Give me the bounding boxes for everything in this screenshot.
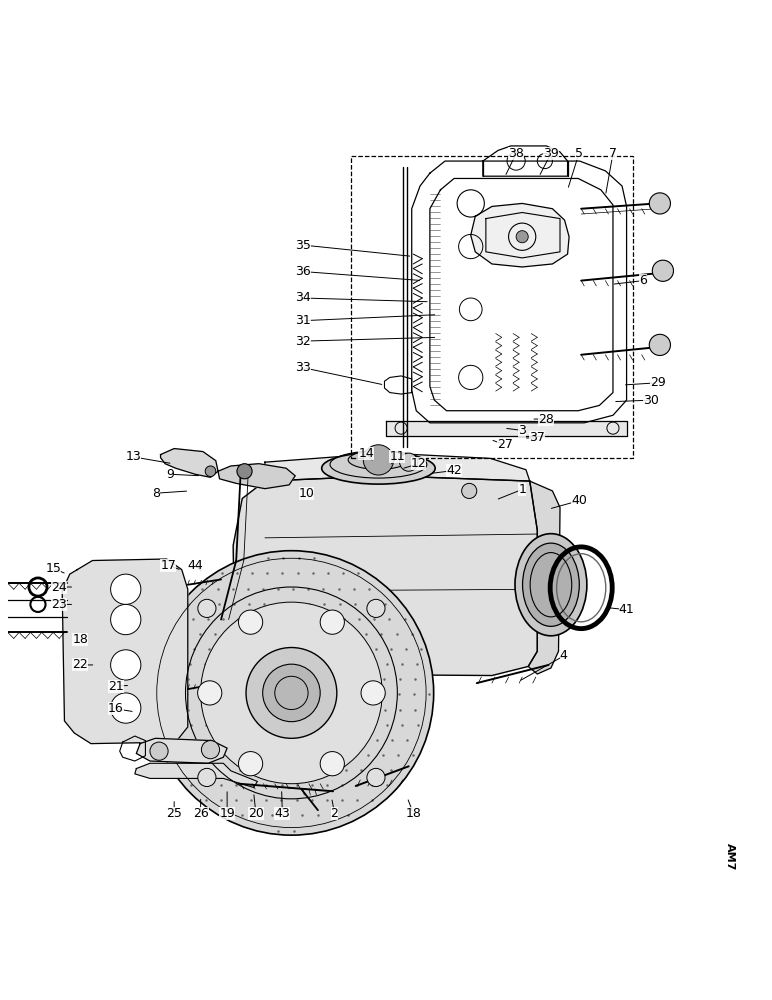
Polygon shape [386,421,627,436]
Polygon shape [265,453,530,481]
Text: 3: 3 [518,424,527,437]
Circle shape [110,604,141,635]
Circle shape [462,483,477,498]
Text: 34: 34 [295,291,310,304]
Text: 33: 33 [295,361,310,374]
Circle shape [198,681,222,705]
Text: 8: 8 [152,487,160,500]
Circle shape [367,768,385,787]
Text: 22: 22 [73,658,88,671]
Polygon shape [218,464,295,489]
Text: 15: 15 [46,562,61,575]
Text: 43: 43 [275,807,290,820]
Ellipse shape [523,543,579,626]
Text: 13: 13 [125,450,141,463]
Polygon shape [528,481,560,674]
Circle shape [239,610,262,634]
Text: 23: 23 [51,598,67,611]
Text: 40: 40 [571,494,587,507]
Circle shape [149,551,434,835]
Text: 29: 29 [651,376,666,389]
Text: 20: 20 [248,807,264,820]
Circle shape [201,741,219,759]
Text: 41: 41 [618,603,635,616]
Text: 10: 10 [299,487,314,500]
Circle shape [364,445,394,475]
Circle shape [201,602,382,784]
Polygon shape [471,203,569,267]
Text: 5: 5 [575,147,583,160]
Circle shape [198,599,216,617]
Text: 18: 18 [405,807,422,820]
Text: 39: 39 [543,147,559,160]
Text: 7: 7 [609,147,617,160]
Circle shape [361,681,385,705]
Text: 2: 2 [330,807,338,820]
Circle shape [110,574,141,604]
Circle shape [239,752,262,776]
Circle shape [649,334,670,355]
Polygon shape [137,738,227,763]
Text: 21: 21 [108,680,124,693]
Circle shape [400,453,418,471]
Polygon shape [233,476,537,676]
Text: 28: 28 [538,413,554,426]
Text: 31: 31 [295,314,310,327]
Text: 25: 25 [166,807,182,820]
Circle shape [237,464,252,479]
Circle shape [367,599,385,617]
Text: 14: 14 [358,447,374,460]
Text: 4: 4 [560,649,567,662]
Polygon shape [63,559,188,744]
Circle shape [110,650,141,680]
Text: 37: 37 [530,431,545,444]
Circle shape [320,752,344,776]
Text: 27: 27 [497,438,513,451]
Circle shape [246,648,337,738]
Text: 30: 30 [643,394,659,407]
Circle shape [150,742,168,760]
Text: 36: 36 [295,265,310,278]
Text: 16: 16 [108,702,124,715]
Text: 6: 6 [639,274,647,287]
Text: 32: 32 [295,335,310,348]
Circle shape [262,664,320,722]
Text: 1: 1 [518,483,527,496]
Text: 12: 12 [411,457,426,470]
Text: 18: 18 [73,633,88,646]
Text: 17: 17 [160,559,176,572]
Circle shape [198,768,216,787]
Ellipse shape [322,452,435,484]
Text: 44: 44 [188,559,203,572]
Text: 9: 9 [167,468,174,481]
Text: 24: 24 [51,581,67,594]
Text: 19: 19 [219,807,235,820]
Text: 11: 11 [389,450,405,463]
Polygon shape [161,449,218,477]
Text: AM7: AM7 [725,843,735,871]
Circle shape [110,693,141,723]
Text: 38: 38 [508,147,524,160]
Circle shape [652,260,673,281]
Circle shape [516,231,528,243]
Ellipse shape [348,450,408,469]
Polygon shape [135,763,257,787]
Bar [351,156,632,458]
Text: 26: 26 [193,807,208,820]
Circle shape [205,466,216,477]
Circle shape [320,610,344,634]
Ellipse shape [515,534,587,636]
Text: 35: 35 [295,239,310,252]
Circle shape [649,193,670,214]
Text: 42: 42 [446,464,462,477]
